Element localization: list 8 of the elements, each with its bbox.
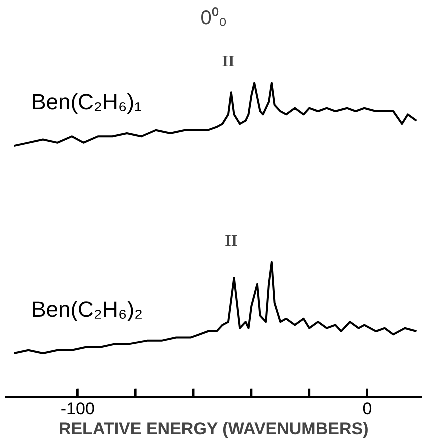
x-tick-label: -100	[60, 400, 95, 418]
series-label: Ben(C₂H₆)₂	[32, 297, 144, 322]
series-label: Ben(C₂H₆)₁	[32, 90, 142, 115]
x-axis-title: RELATIVE ENERGY (WAVENUMBERS)	[58, 420, 369, 438]
chart-title: 0⁰₀	[200, 6, 228, 30]
annotation: II	[225, 232, 238, 250]
text: II	[222, 54, 235, 71]
x-tick-label: 0	[362, 400, 372, 418]
